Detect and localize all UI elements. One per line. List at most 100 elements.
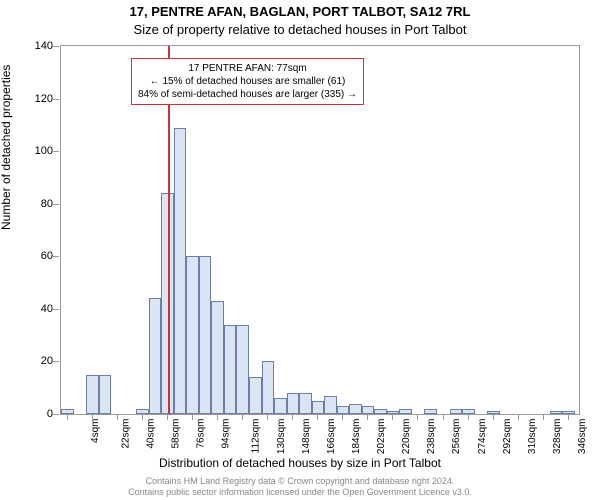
x-tick-label: 58sqm bbox=[170, 419, 181, 449]
x-tick-label: 130sqm bbox=[276, 419, 287, 455]
histogram-bar bbox=[349, 404, 362, 415]
x-tick-label: 310sqm bbox=[527, 419, 538, 455]
histogram-bar bbox=[199, 256, 212, 414]
x-tick-label: 274sqm bbox=[477, 419, 488, 455]
x-tick bbox=[142, 414, 143, 420]
histogram-bar bbox=[224, 325, 237, 414]
x-tick bbox=[518, 414, 519, 420]
histogram-bar bbox=[562, 411, 575, 414]
y-tick-label: 40 bbox=[23, 303, 53, 315]
info-box-line1: 17 PENTRE AFAN: 77sqm bbox=[188, 63, 306, 74]
y-tick bbox=[53, 99, 59, 100]
histogram-bar bbox=[287, 393, 300, 414]
y-tick-label: 120 bbox=[23, 93, 53, 105]
histogram-bar bbox=[236, 325, 249, 414]
histogram-bar bbox=[399, 409, 412, 414]
x-tick-label: 166sqm bbox=[326, 419, 337, 455]
y-tick-label: 60 bbox=[23, 250, 53, 262]
attribution-text: Contains HM Land Registry data © Crown c… bbox=[0, 476, 600, 498]
y-tick-label: 20 bbox=[23, 355, 53, 367]
y-tick bbox=[53, 204, 59, 205]
info-box-line3: 84% of semi-detached houses are larger (… bbox=[138, 89, 357, 100]
info-box-line2: ← 15% of detached houses are smaller (61… bbox=[150, 76, 346, 87]
x-tick bbox=[167, 414, 168, 420]
histogram-bar bbox=[550, 411, 563, 414]
histogram-bar bbox=[274, 398, 287, 414]
histogram-bar bbox=[149, 298, 162, 414]
histogram-bar bbox=[211, 301, 224, 414]
y-tick-label: 0 bbox=[23, 408, 53, 420]
x-axis-label: Distribution of detached houses by size … bbox=[0, 456, 600, 470]
histogram-bar bbox=[374, 409, 387, 414]
x-tick bbox=[267, 414, 268, 420]
y-tick bbox=[53, 361, 59, 362]
x-tick bbox=[67, 414, 68, 420]
x-tick bbox=[342, 414, 343, 420]
attribution-line2: Contains public sector information licen… bbox=[128, 487, 472, 497]
x-tick-label: 292sqm bbox=[502, 419, 513, 455]
x-tick-label: 22sqm bbox=[120, 419, 131, 449]
x-tick-label: 148sqm bbox=[301, 419, 312, 455]
histogram-bar bbox=[324, 396, 337, 414]
x-tick-label: 94sqm bbox=[220, 419, 231, 449]
histogram-bar bbox=[99, 375, 112, 414]
y-tick-label: 100 bbox=[23, 145, 53, 157]
chart-container: 17, PENTRE AFAN, BAGLAN, PORT TALBOT, SA… bbox=[0, 0, 600, 500]
histogram-bar bbox=[487, 411, 500, 414]
info-box: 17 PENTRE AFAN: 77sqm ← 15% of detached h… bbox=[131, 58, 364, 105]
x-tick bbox=[92, 414, 93, 420]
y-tick bbox=[53, 256, 59, 257]
histogram-bar bbox=[86, 375, 99, 414]
histogram-bar bbox=[362, 406, 375, 414]
histogram-bar bbox=[174, 128, 187, 415]
x-tick-label: 40sqm bbox=[145, 419, 156, 449]
histogram-bar bbox=[186, 256, 199, 414]
x-tick bbox=[317, 414, 318, 420]
x-tick bbox=[417, 414, 418, 420]
histogram-bar bbox=[61, 409, 74, 414]
y-tick bbox=[53, 46, 59, 47]
x-tick bbox=[367, 414, 368, 420]
x-tick bbox=[292, 414, 293, 420]
histogram-bar bbox=[249, 377, 262, 414]
histogram-bar bbox=[136, 409, 149, 414]
x-tick bbox=[468, 414, 469, 420]
histogram-bar bbox=[387, 411, 400, 414]
attribution-line1: Contains HM Land Registry data © Crown c… bbox=[146, 476, 455, 486]
histogram-bar bbox=[462, 409, 475, 414]
histogram-bar bbox=[262, 361, 275, 414]
x-tick-label: 238sqm bbox=[426, 419, 437, 455]
x-tick-label: 256sqm bbox=[452, 419, 463, 455]
x-tick bbox=[242, 414, 243, 420]
chart-title-main: 17, PENTRE AFAN, BAGLAN, PORT TALBOT, SA… bbox=[0, 4, 600, 19]
y-tick bbox=[53, 414, 59, 415]
x-tick bbox=[443, 414, 444, 420]
x-tick-label: 202sqm bbox=[376, 419, 387, 455]
x-tick-label: 112sqm bbox=[250, 419, 261, 454]
x-tick bbox=[392, 414, 393, 420]
histogram-bar bbox=[450, 409, 463, 414]
x-tick-label: 184sqm bbox=[351, 419, 362, 455]
histogram-bar bbox=[312, 401, 325, 414]
x-tick bbox=[568, 414, 569, 420]
y-tick-label: 140 bbox=[23, 40, 53, 52]
plot-area: 0204060801001201404sqm22sqm40sqm58sqm76s… bbox=[60, 45, 580, 415]
x-tick bbox=[192, 414, 193, 420]
x-tick-label: 4sqm bbox=[90, 419, 101, 443]
y-tick bbox=[53, 151, 59, 152]
x-tick-label: 76sqm bbox=[195, 419, 206, 449]
x-tick bbox=[493, 414, 494, 420]
y-tick-label: 80 bbox=[23, 198, 53, 210]
x-tick bbox=[217, 414, 218, 420]
x-tick bbox=[117, 414, 118, 420]
chart-title-sub: Size of property relative to detached ho… bbox=[0, 22, 600, 37]
x-tick-label: 220sqm bbox=[401, 419, 412, 455]
histogram-bar bbox=[337, 406, 350, 414]
histogram-bar bbox=[299, 393, 312, 414]
x-tick bbox=[543, 414, 544, 420]
histogram-bar bbox=[424, 409, 437, 414]
x-tick-label: 346sqm bbox=[577, 419, 588, 455]
y-axis-label: Number of detached properties bbox=[0, 65, 13, 230]
y-tick bbox=[53, 309, 59, 310]
x-tick-label: 328sqm bbox=[552, 419, 563, 455]
